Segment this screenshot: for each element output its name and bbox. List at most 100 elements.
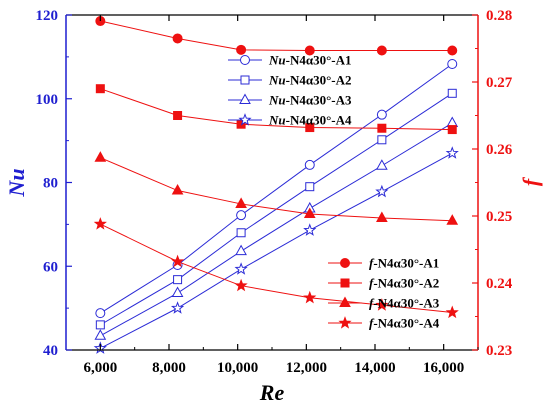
data-point-triangle xyxy=(235,197,247,208)
right-y-tick-label: 0.25 xyxy=(486,209,512,225)
series-f-a3 xyxy=(94,151,459,225)
legend-entry-variable: f xyxy=(369,256,375,271)
right-y-tick-label: 0.23 xyxy=(486,343,512,359)
data-point-circle xyxy=(304,159,315,170)
data-point-square xyxy=(447,88,457,98)
legends: Nu-N4α30°-A1Nu-N4α30°-A2Nu-N4α30°-A3Nu-N… xyxy=(228,53,440,331)
legend-entry-suffix: -N4α30°-A2 xyxy=(286,73,352,88)
data-point-square xyxy=(377,123,387,133)
legend-f: f-N4α30°-A1f-N4α30°-A2f-N4α30°-A3f-N4α30… xyxy=(328,256,440,331)
data-point-circle xyxy=(236,44,247,55)
right-y-tick-label: 0.28 xyxy=(486,8,512,24)
legend-entry-suffix: -N4α30°-A3 xyxy=(286,93,352,108)
data-point-circle xyxy=(376,109,387,120)
data-point-circle xyxy=(172,33,183,44)
legend-entry-variable: f xyxy=(369,276,375,291)
data-point-star xyxy=(170,301,185,314)
data-point-triangle xyxy=(171,184,184,195)
data-point-square xyxy=(236,228,246,238)
data-point-triangle xyxy=(94,151,107,162)
data-point-square xyxy=(447,125,457,135)
legend-entry-suffix: -N4α30°-A1 xyxy=(286,53,352,68)
series-nu-a3 xyxy=(94,116,459,340)
data-point-square xyxy=(95,320,105,330)
series-f-a1 xyxy=(95,16,458,56)
data-point-triangle xyxy=(94,329,107,340)
legend-marker-circle xyxy=(340,258,350,268)
right-y-tick-label: 0.26 xyxy=(486,142,513,158)
data-point-triangle xyxy=(235,244,247,256)
legend-entry-variable: f xyxy=(369,296,375,311)
left-y-tick-label: 40 xyxy=(43,343,58,359)
legend-entry-variable: Nu xyxy=(268,53,286,68)
series-f-a4 xyxy=(93,217,459,319)
data-point-triangle xyxy=(171,286,184,298)
data-point-star xyxy=(170,254,185,268)
series-line xyxy=(100,152,453,349)
data-point-square xyxy=(173,111,183,120)
legend-entry-label: f-N4α30°-A1 xyxy=(369,256,439,271)
legend-entry-suffix: -N4α30°-A3 xyxy=(373,296,439,311)
left-y-axis-title: Nu xyxy=(4,168,29,197)
x-axis-title: Re xyxy=(259,380,285,405)
data-point-triangle xyxy=(376,159,388,170)
x-tick-label: 12,000 xyxy=(286,360,327,376)
legend-marker-circle xyxy=(240,55,250,65)
series-line xyxy=(100,88,453,131)
left-y-tick-label: 120 xyxy=(36,8,59,24)
data-point-star xyxy=(303,223,317,236)
plot-marks xyxy=(93,16,459,354)
legend-entry-variable: f xyxy=(369,316,375,331)
data-point-square xyxy=(95,84,105,94)
legend-entry-label: Nu-N4α30°-A2 xyxy=(268,73,352,88)
legend-entry-label: f-N4α30°-A3 xyxy=(369,296,440,311)
legend-entry-variable: Nu xyxy=(268,113,286,128)
data-point-square xyxy=(305,182,315,192)
legend-marker-triangle xyxy=(239,93,251,104)
series-line xyxy=(100,63,453,314)
data-point-star xyxy=(93,217,107,230)
series-line xyxy=(100,92,453,326)
series-line xyxy=(100,223,453,313)
legend-entry-label: Nu-N4α30°-A1 xyxy=(268,53,352,68)
legend-marker-triangle xyxy=(339,296,351,307)
legend-entry-label: Nu-N4α30°-A4 xyxy=(268,113,352,128)
right-y-tick-label: 0.27 xyxy=(486,75,513,91)
series-f-a2 xyxy=(95,84,457,135)
legend-marker-square xyxy=(340,278,350,288)
data-point-star xyxy=(234,262,248,275)
legend-entry-label: f-N4α30°-A2 xyxy=(369,276,439,291)
legend-entry-suffix: -N4α30°-A4 xyxy=(286,113,352,128)
legend-entry-variable: Nu xyxy=(268,93,286,108)
x-tick-label: 16,000 xyxy=(423,360,464,376)
left-y-tick-label: 60 xyxy=(43,259,58,275)
x-tick-label: 14,000 xyxy=(354,360,395,376)
series-line xyxy=(100,20,453,52)
data-point-circle xyxy=(95,308,106,319)
data-point-star xyxy=(234,278,248,292)
data-point-star xyxy=(303,290,317,304)
data-point-circle xyxy=(447,45,458,56)
legend-marker-star xyxy=(238,113,252,126)
data-point-star xyxy=(445,305,459,319)
legend-entry-suffix: -N4α30°-A4 xyxy=(373,316,439,331)
legend-entry-variable: Nu xyxy=(268,73,286,88)
series-line xyxy=(100,122,453,337)
legend-entry-label: Nu-N4α30°-A3 xyxy=(268,93,352,108)
legend-nu: Nu-N4α30°-A1Nu-N4α30°-A2Nu-N4α30°-A3Nu-N… xyxy=(228,53,352,128)
series-nu-a1 xyxy=(95,58,458,319)
data-point-star xyxy=(375,298,389,311)
x-tick-label: 8,000 xyxy=(152,360,186,376)
data-point-triangle xyxy=(303,207,316,218)
left-y-tick-label: 100 xyxy=(36,92,59,108)
legend-marker-star xyxy=(338,316,352,329)
x-tick-label: 10,000 xyxy=(217,360,258,376)
x-tick-label: 6,000 xyxy=(83,360,117,376)
right-y-tick-label: 0.24 xyxy=(486,276,513,292)
data-point-square xyxy=(173,275,183,285)
data-point-circle xyxy=(304,45,315,56)
data-point-star xyxy=(375,184,389,198)
data-point-triangle xyxy=(376,211,388,223)
legend-entry-suffix: -N4α30°-A1 xyxy=(373,256,439,271)
legend-marker-square xyxy=(240,75,250,85)
